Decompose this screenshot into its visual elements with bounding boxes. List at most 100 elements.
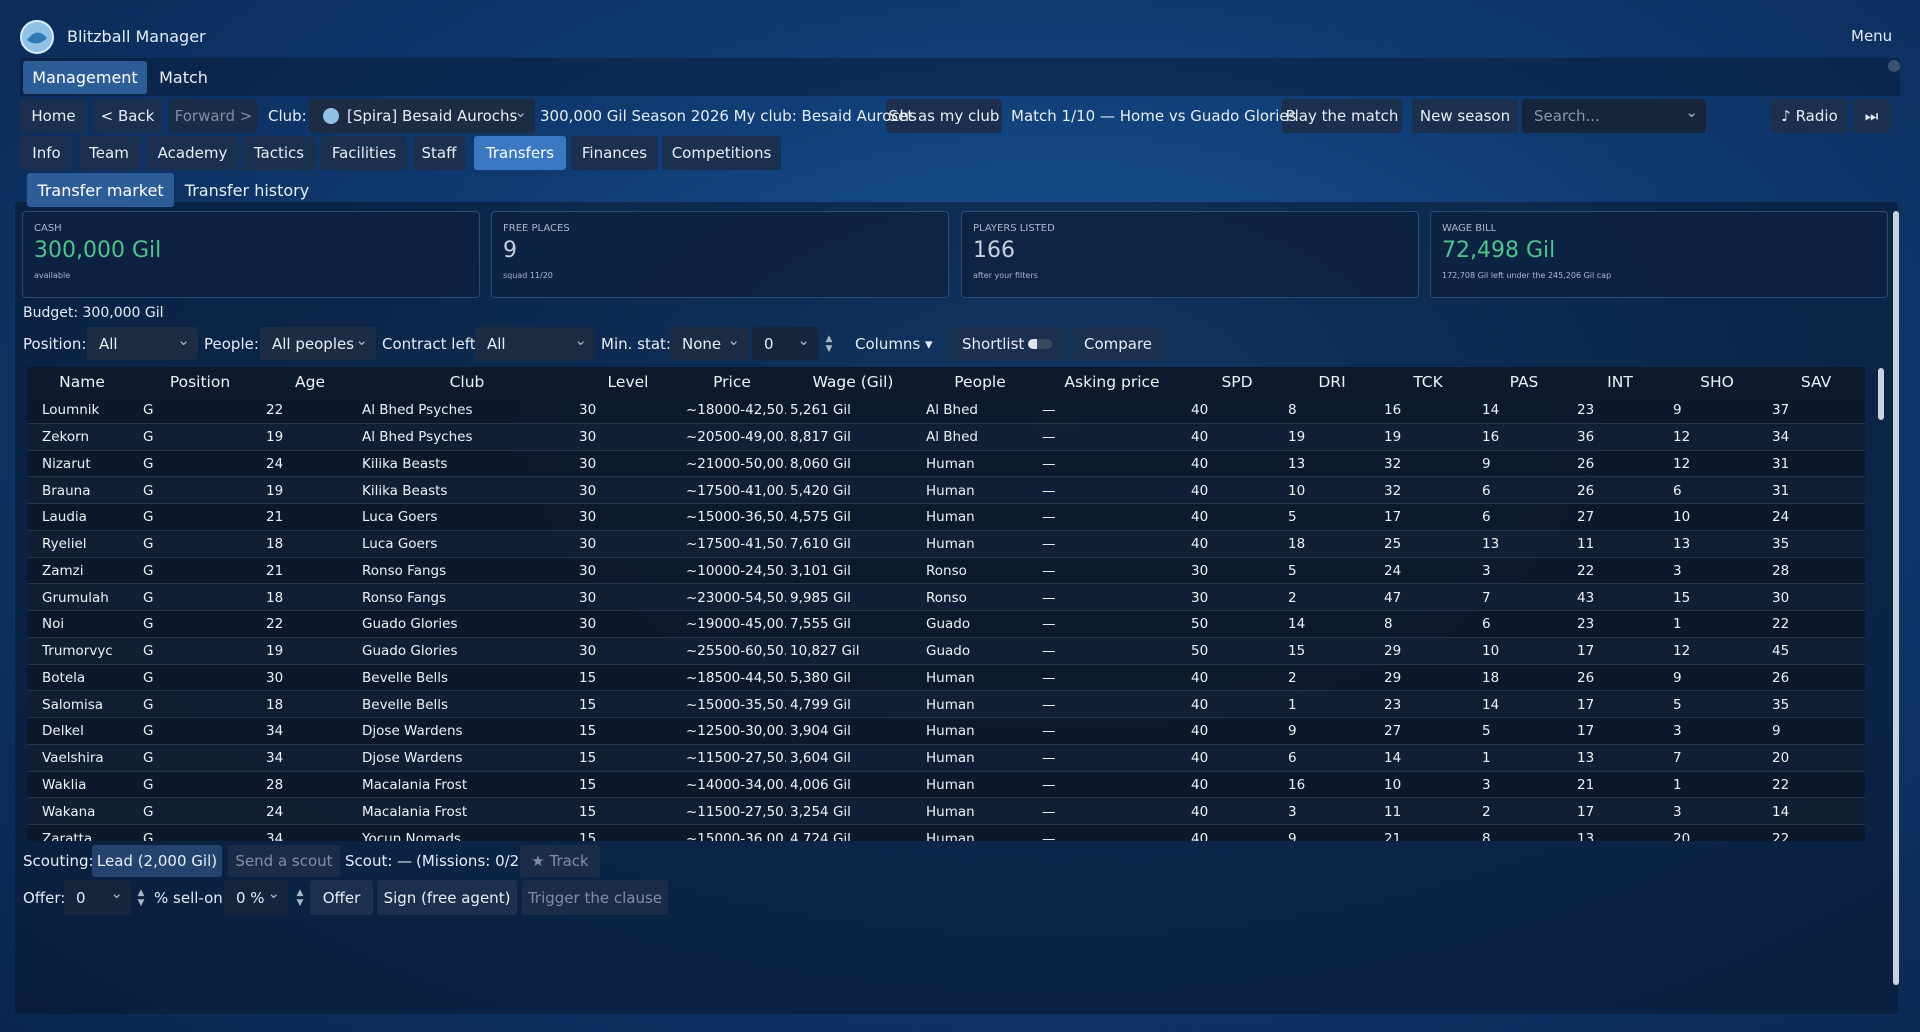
compare-button[interactable]: Compare — [1073, 327, 1163, 360]
top-tab[interactable]: Management — [23, 61, 147, 94]
club-select[interactable]: [Spira] Besaid Aurochs — [309, 99, 535, 133]
table-row[interactable] — [27, 504, 1865, 531]
top-tab[interactable]: Match — [159, 68, 208, 87]
table-cell: G — [143, 482, 154, 499]
section-tab[interactable]: Staff — [413, 136, 465, 170]
section-tab[interactable]: Tactics — [242, 136, 316, 170]
position-select[interactable]: All — [87, 327, 198, 360]
page-scrollbar[interactable] — [1893, 211, 1899, 985]
min-stat-select[interactable]: None — [670, 327, 748, 360]
table-row[interactable] — [27, 771, 1865, 799]
shortlist-toggle[interactable]: Shortlist — [950, 327, 1066, 360]
table-cell: Nizarut — [42, 455, 91, 472]
column-header[interactable]: SPD — [1221, 373, 1253, 391]
table-cell: Wakana — [42, 803, 96, 820]
sign-button[interactable]: Sign (free agent) — [377, 880, 517, 915]
play-match-button[interactable]: Play the match — [1282, 99, 1402, 133]
table-row[interactable] — [27, 584, 1865, 612]
track-button[interactable]: ★ Track — [520, 845, 600, 877]
table-cell: 1 — [1482, 750, 1491, 767]
menu-button[interactable]: Menu — [1851, 27, 1893, 45]
contract-select[interactable]: All — [475, 327, 595, 360]
card-note: 172,708 Gil left under the 245,206 Gil c… — [1442, 271, 1612, 280]
column-header[interactable]: SHO — [1700, 373, 1734, 391]
table-row[interactable] — [27, 637, 1865, 665]
offer-input[interactable]: 0 — [64, 880, 131, 915]
section-tab[interactable]: Team — [78, 136, 140, 170]
transfer-tab[interactable]: Transfer market — [27, 173, 174, 207]
table-cell: 9 — [1772, 723, 1781, 740]
table-row[interactable] — [27, 744, 1865, 772]
send-scout-button[interactable]: Send a scout — [228, 845, 340, 877]
section-tab[interactable]: Finances — [571, 136, 658, 170]
card-label: PLAYERS LISTED — [973, 223, 1055, 234]
lead-button[interactable]: Lead (2,000 Gil) — [92, 845, 222, 877]
toggle-switch[interactable] — [1028, 339, 1052, 349]
table-cell: 15 — [579, 723, 597, 740]
spinner[interactable]: ▲ ▼ — [296, 887, 304, 908]
table-cell: 3,604 Gil — [790, 750, 851, 767]
table-cell: 30 — [579, 429, 597, 446]
column-header[interactable]: Wage (Gil) — [812, 373, 894, 391]
table-row[interactable] — [27, 557, 1865, 585]
column-header[interactable]: Club — [449, 373, 485, 391]
table-cell: 9 — [1288, 723, 1297, 740]
people-select[interactable]: All peoples — [260, 327, 376, 360]
table-cell: 27 — [1384, 723, 1402, 740]
sell-on-input[interactable]: 0 % — [224, 880, 288, 915]
table-cell: 3 — [1673, 803, 1682, 820]
set-club-button[interactable]: Set as my club — [886, 99, 1002, 133]
section-tab[interactable]: Info — [20, 136, 73, 170]
min-value-input[interactable]: 0 — [752, 327, 818, 360]
section-tab[interactable]: Facilities — [321, 136, 407, 170]
columns-button[interactable]: Columns ▾ — [855, 334, 933, 353]
column-header[interactable]: SAV — [1800, 373, 1832, 391]
table-row[interactable] — [27, 718, 1865, 745]
trigger-clause-button[interactable]: Trigger the clause — [522, 880, 668, 915]
column-header[interactable]: Name — [59, 373, 105, 391]
column-header[interactable]: PAS — [1509, 373, 1539, 391]
table-row[interactable] — [27, 423, 1865, 451]
table-row[interactable] — [27, 691, 1865, 719]
table-row[interactable] — [27, 530, 1865, 558]
column-header[interactable]: People — [954, 373, 1006, 391]
offer-button[interactable]: Offer — [310, 880, 373, 915]
spinner[interactable]: ▲ ▼ — [825, 333, 833, 354]
table-row[interactable] — [27, 664, 1865, 692]
column-header[interactable]: DRI — [1318, 373, 1346, 391]
column-header[interactable]: INT — [1607, 373, 1633, 391]
column-header[interactable]: Asking price — [1064, 373, 1160, 391]
section-tab[interactable]: Academy — [147, 136, 238, 170]
table-cell: Macalania Frost — [362, 777, 468, 793]
table-cell: 15 — [579, 777, 597, 793]
table-row[interactable] — [27, 450, 1865, 478]
toolbar-bg — [20, 58, 1900, 96]
table-cell: G — [143, 643, 154, 660]
table-row[interactable] — [27, 477, 1865, 505]
new-season-button[interactable]: New season — [1412, 99, 1518, 133]
radio-button[interactable]: ♪ Radio — [1771, 99, 1848, 133]
skip-button[interactable]: ⏭ — [1853, 99, 1890, 133]
column-header[interactable]: TCK — [1413, 373, 1443, 391]
table-cell: — — [1042, 669, 1056, 686]
table-cell: ~18000-42,50… — [686, 402, 786, 419]
transfer-tab[interactable]: Transfer history — [184, 180, 310, 200]
spinner[interactable]: ▲ ▼ — [137, 887, 145, 908]
column-header[interactable]: Age — [295, 373, 325, 391]
table-header-bg — [27, 367, 1865, 397]
column-header[interactable]: Price — [713, 373, 751, 391]
forward-button[interactable]: Forward > — [169, 99, 258, 133]
back-button[interactable]: < Back — [93, 99, 162, 133]
table-row[interactable] — [27, 825, 1865, 841]
column-header[interactable]: Position — [169, 373, 231, 391]
section-tab[interactable]: Competitions — [662, 136, 781, 170]
column-header[interactable]: Level — [607, 373, 649, 391]
table-row[interactable] — [27, 397, 1865, 424]
section-tab[interactable]: Transfers — [474, 136, 566, 170]
table-row[interactable] — [27, 798, 1865, 826]
table-cell: 14 — [1772, 803, 1790, 820]
home-button[interactable]: Home — [20, 99, 87, 133]
search-input[interactable]: Search... — [1522, 99, 1706, 133]
table-scrollbar[interactable] — [1878, 368, 1884, 420]
table-row[interactable] — [27, 611, 1865, 638]
